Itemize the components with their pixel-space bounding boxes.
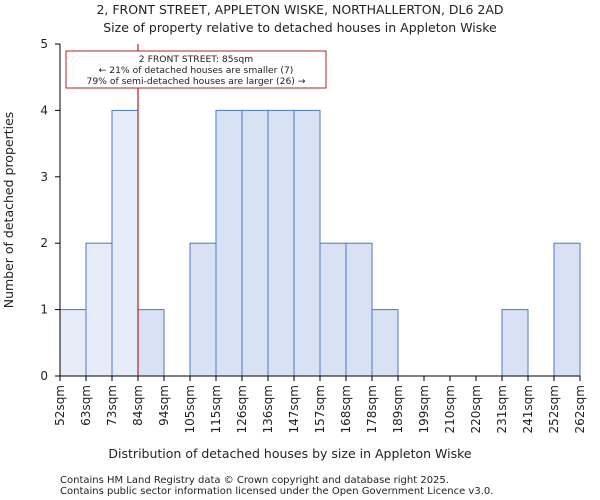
annotation-box (65, 50, 327, 89)
x-tick-label: 178sqm (365, 385, 379, 433)
x-tick-label: 252sqm (547, 385, 561, 433)
y-tick-label: 5 (40, 37, 48, 51)
bar-105sqm (189, 242, 217, 377)
bar-231sqm (501, 309, 529, 377)
x-tick-label: 231sqm (495, 385, 509, 433)
bar-136sqm (267, 109, 295, 377)
footer-line-1: Contains HM Land Registry data © Crown c… (60, 475, 449, 486)
annotation-line-3: 79% of semi-detached houses are larger (… (86, 76, 305, 87)
x-tick-label: 241sqm (521, 385, 535, 433)
bar-115sqm (215, 109, 243, 377)
bar-168sqm (345, 242, 373, 377)
x-tick-label: 168sqm (339, 385, 353, 433)
x-tick-label: 210sqm (443, 385, 457, 433)
chart-title: 2, FRONT STREET, APPLETON WISKE, NORTHAL… (96, 2, 503, 17)
y-tick-label: 0 (40, 369, 48, 383)
x-tick-label: 220sqm (469, 385, 483, 433)
x-tick-label: 63sqm (79, 385, 93, 426)
x-tick-label: 105sqm (183, 385, 197, 433)
bar-147sqm (293, 109, 321, 377)
x-tick-label: 52sqm (53, 385, 67, 426)
bar-178sqm (371, 309, 399, 377)
bar-157sqm (319, 242, 347, 377)
y-tick-label: 4 (40, 103, 48, 117)
x-tick-label: 136sqm (261, 385, 275, 433)
bar-63sqm (85, 242, 113, 377)
x-tick-label: 94sqm (157, 385, 171, 426)
annotation-line-1: 2 FRONT STREET: 85sqm (139, 54, 253, 65)
x-axis-label: Distribution of detached houses by size … (108, 446, 471, 461)
bar-73sqm (111, 109, 139, 377)
x-tick-label: 262sqm (573, 385, 587, 433)
bar-52sqm (59, 309, 87, 377)
x-tick-label: 84sqm (131, 385, 145, 426)
x-tick-label: 189sqm (391, 385, 405, 433)
footer-line-2: Contains public sector information licen… (60, 486, 493, 497)
bar-84sqm (137, 309, 165, 377)
y-axis-label: Number of detached properties (1, 112, 16, 309)
x-tick-label: 115sqm (209, 385, 223, 433)
x-tick-label: 199sqm (417, 385, 431, 433)
y-tick-label: 3 (40, 170, 48, 184)
y-tick-label: 1 (40, 303, 48, 317)
bar-252sqm (553, 242, 581, 377)
y-tick-label: 2 (40, 236, 48, 250)
bar-126sqm (241, 109, 269, 377)
annotation-line-2: ← 21% of detached houses are smaller (7) (99, 65, 294, 76)
x-tick-label: 147sqm (287, 385, 301, 433)
x-tick-label: 157sqm (313, 385, 327, 433)
x-tick-label: 126sqm (235, 385, 249, 433)
x-tick-label: 73sqm (105, 385, 119, 426)
chart-subtitle: Size of property relative to detached ho… (103, 20, 497, 35)
